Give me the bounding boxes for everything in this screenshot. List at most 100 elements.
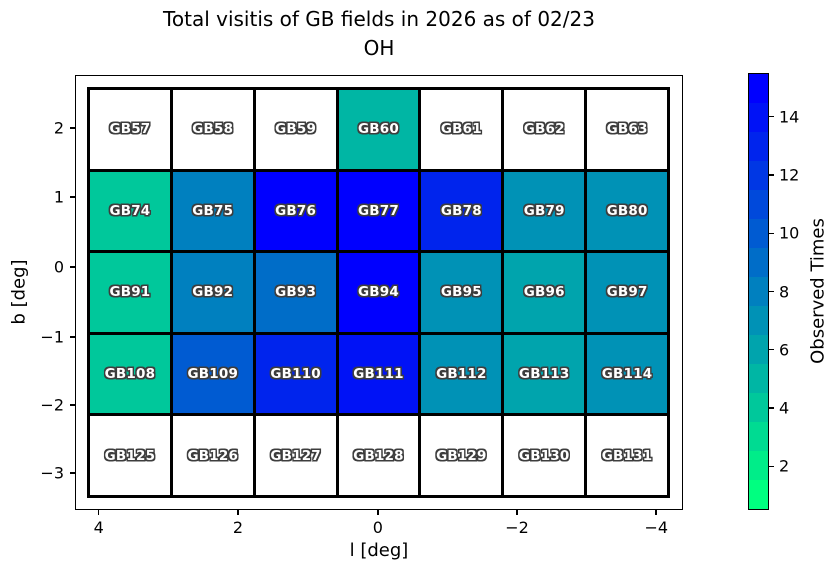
colorbar-tick-label: 12 [779,165,800,185]
x-tick-label: 4 [93,518,104,537]
colorbar-tick-mark [769,407,774,409]
grid-cell-GB79: GB79 [504,171,585,251]
grid-cell-label: GB128 [353,447,404,464]
colorbar-gradient [748,73,769,510]
grid-cell-GB80: GB80 [587,171,667,251]
x-tick-label: 2 [232,518,244,537]
y-tick-label: 0 [53,257,64,277]
x-tick-label: −4 [644,518,669,537]
chart-subtitle: OH [363,36,395,60]
y-tick-label: 1 [53,187,64,207]
grid-cell-label: GB108 [104,366,156,383]
colorbar-tick-label: 6 [779,340,790,360]
colorbar-segment [749,480,768,509]
grid-cell-GB96: GB96 [504,253,585,332]
y-tick-mark [70,196,75,198]
y-tick-label: −1 [40,327,64,347]
grid-cell-label: GB114 [601,366,653,383]
colorbar-tick-label: 2 [779,456,790,476]
y-tick-mark [70,266,75,268]
y-tick-label: −2 [40,395,64,415]
colorbar-segment [749,277,768,306]
heatmap-grid: GB57 GB58 GB59 GB60 GB61 GB62 GB63 GB74 GB75 GB76… [87,87,670,498]
chart-title: Total visitis of GB fields in 2026 as of… [163,7,595,31]
x-tick-mark [237,510,239,515]
grid-cell-label: GB60 [358,121,399,138]
grid-cell-GB76: GB76 [255,171,336,251]
y-axis-label: b [deg] [8,259,30,325]
colorbar-tick-mark [769,174,774,176]
x-tick-mark [377,510,379,515]
grid-cell-GB108: GB108 [90,334,170,414]
grid-cell-label: GB59 [275,121,317,138]
grid-cell-label: GB110 [270,366,321,383]
x-axis-label: l [deg] [349,540,409,561]
colorbar-segment [749,335,768,364]
colorbar-tick-mark [769,348,774,351]
grid-cell-GB62: GB62 [504,90,585,169]
grid-cell-GB114: GB114 [587,334,667,414]
y-tick-label: 2 [53,118,64,138]
grid-cell-label: GB111 [353,366,404,383]
y-tick-mark [70,336,75,338]
grid-cell-label: GB78 [440,202,482,219]
colorbar-segment [749,451,768,480]
grid-cell-GB97: GB97 [587,253,667,332]
grid-cell-GB57: GB57 [90,90,170,169]
colorbar-tick-mark [769,465,774,468]
grid-cell-label: GB97 [606,284,648,301]
grid-cell-label: GB129 [436,447,487,464]
x-tick-label: −2 [505,518,529,537]
grid-cell-label: GB95 [440,284,482,301]
grid-cell-GB113: GB113 [504,334,585,414]
grid-cell-GB112: GB112 [421,334,502,414]
grid-cell-GB92: GB92 [172,253,253,332]
colorbar-segment [749,393,768,422]
grid-cell-GB94: GB94 [338,253,419,332]
grid-cell-label: GB61 [440,121,482,138]
grid-cell-GB58: GB58 [172,90,253,169]
grid-cell-label: GB77 [358,202,399,219]
colorbar-tick-mark [769,115,774,118]
colorbar-segment [749,219,768,248]
grid-cell-label: GB94 [358,284,399,301]
grid-cell-GB77: GB77 [338,171,419,251]
x-tick-mark [655,510,657,515]
grid-cell-label: GB63 [606,121,648,138]
colorbar-tick-label: 10 [779,223,800,243]
colorbar-segment [749,103,768,132]
x-axis: 4 2 0 −2 −4 [75,510,683,550]
grid-cell-label: GB112 [436,366,487,383]
x-tick-mark [516,510,518,515]
grid-cell-label: GB80 [606,202,648,219]
grid-cell-GB109: GB109 [172,334,253,414]
grid-cell-GB125: GB125 [90,416,170,495]
colorbar-segment [749,132,768,161]
grid-cell-GB78: GB78 [421,171,502,251]
grid-cell-GB130: GB130 [504,416,585,495]
grid-cell-label: GB62 [523,121,565,138]
grid-cell-label: GB126 [187,447,239,464]
grid-cell-label: GB113 [518,366,570,383]
y-tick-mark [70,127,75,129]
grid-cell-label: GB75 [192,202,234,219]
colorbar-tick-mark [769,290,774,293]
colorbar-segment [749,306,768,335]
colorbar-segment [749,190,768,219]
x-tick-label: 0 [372,518,383,537]
grid-cell-GB74: GB74 [90,171,170,251]
grid-cell-GB59: GB59 [255,90,336,169]
grid-cell-label: GB91 [109,284,151,301]
grid-cell-label: GB92 [192,284,234,301]
grid-cell-label: GB130 [518,447,570,464]
grid-cell-label: GB93 [275,284,317,301]
colorbar-tick-label: 4 [779,398,790,418]
colorbar-segment [749,422,768,451]
grid-cell-GB111: GB111 [338,334,419,414]
grid-cell-label: GB58 [192,121,234,138]
grid-cell-GB131: GB131 [587,416,667,495]
grid-cell-label: GB76 [275,202,317,219]
grid-cell-GB61: GB61 [421,90,502,169]
colorbar-label: Observed Times [807,218,829,364]
grid-cell-GB95: GB95 [421,253,502,332]
